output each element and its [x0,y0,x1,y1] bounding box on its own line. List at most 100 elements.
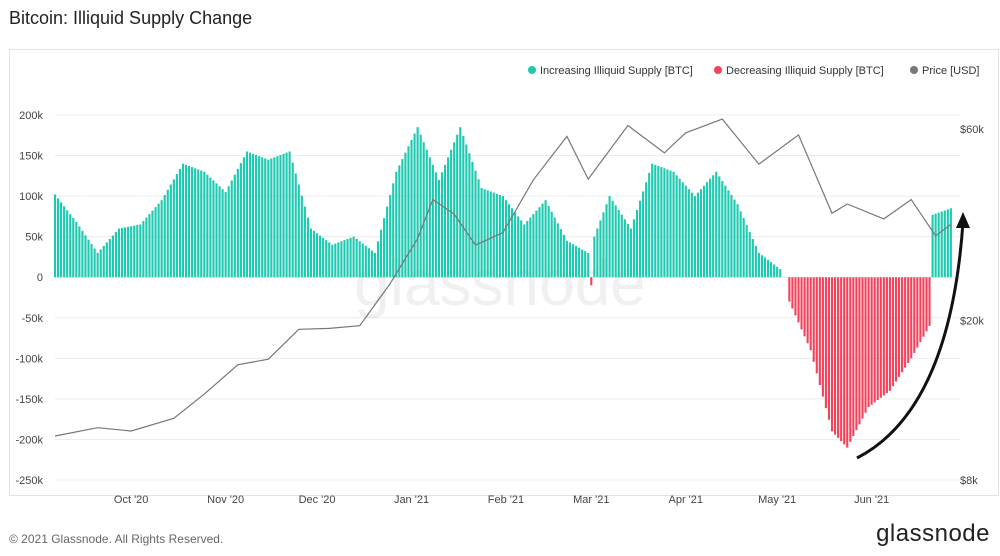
increase-bar [212,180,215,278]
increase-bar [565,240,568,278]
increase-bar [687,189,690,278]
increase-bar [206,174,209,278]
increase-bar [145,217,148,278]
increase-bar [736,204,739,278]
increase-bar [949,208,952,278]
decrease-bar [873,277,876,403]
increase-bar [651,163,654,278]
increase-bar [480,188,483,278]
increase-bar [562,234,565,278]
increase-bar [422,142,425,278]
increase-bar [312,230,316,278]
x-tick-label: Nov '20 [207,494,244,506]
increase-bar [93,248,96,278]
increase-bar [699,189,703,278]
increase-bar [648,172,651,278]
increase-bar [306,217,309,278]
increase-bar [456,134,459,278]
y-left-tick-label: 100k [19,191,43,203]
increase-bar [386,206,389,278]
increase-bar [706,182,709,278]
decrease-bar [897,277,901,377]
increase-bar [416,127,419,278]
decrease-bar [882,277,885,396]
increase-bar [593,236,596,278]
increase-bar [730,194,733,278]
decrease-bar [901,277,904,373]
decrease-bar [904,277,907,368]
increase-bar [596,228,599,278]
increase-bar [574,245,578,278]
y-left-tick-label: 0 [37,272,43,284]
increase-bar [90,244,93,278]
increase-bar [748,232,751,278]
increase-bar [401,159,404,278]
increase-bar [584,251,587,278]
decrease-bar [894,277,898,382]
increase-bar [81,230,84,278]
increase-bar [72,218,75,278]
increase-bar [946,209,949,278]
increase-bar [352,236,355,278]
increase-bar [322,237,325,278]
increase-bar [75,222,78,278]
increase-bar [78,226,81,278]
increase-bar [111,235,114,278]
increase-bar [581,249,584,278]
increase-bar [245,151,249,278]
increase-bar [264,158,267,278]
increase-bar [349,237,352,278]
increase-bar [626,223,629,278]
y-left-tick-label: 150k [19,151,43,163]
y-left-tick-label: -100k [15,353,43,365]
increase-bar [361,243,364,278]
increase-bar [343,240,346,278]
legend-label: Price [USD] [922,65,979,77]
increase-bar [60,202,63,278]
increase-bar [184,164,188,278]
increase-bar [203,171,206,278]
chart-frame [9,49,999,496]
decrease-bar [803,277,806,337]
increase-bar [124,227,127,278]
increase-bar [291,162,294,278]
increase-bar [504,200,508,278]
increase-bar [559,229,562,278]
increase-bar [739,211,742,278]
increase-bar [355,238,358,278]
increase-bar [541,203,544,278]
increase-bar [599,220,602,278]
decrease-bar [806,277,809,344]
increase-bar [440,172,444,278]
increase-bar [340,241,343,278]
increase-bar [715,171,718,278]
increase-bar [148,214,151,278]
decrease-bar [864,277,867,413]
increase-bar [934,213,937,278]
increase-bar [197,169,200,278]
decrease-bar [837,277,840,438]
increase-bar [261,157,264,278]
copyright-footer: © 2021 Glassnode. All Rights Reserved. [9,532,224,546]
increase-bar [571,244,575,278]
increase-bar [248,152,252,278]
increase-bar [724,185,727,278]
increase-bar [757,252,760,278]
increase-bar [477,179,480,278]
increase-bar [605,204,608,278]
increase-bar [450,149,453,278]
increase-bar [623,219,626,278]
increase-bar [681,182,684,278]
y-left-tick-label: -250k [15,475,43,487]
increase-bar [178,168,181,278]
increase-bar [654,164,657,278]
decrease-bar [849,277,852,442]
annotation-arrow [856,221,965,460]
increase-bar [547,205,550,278]
increase-bar [523,224,526,278]
increase-bar [937,212,940,278]
increase-bar [285,152,288,278]
increase-bar [66,210,69,278]
increase-bar [751,238,754,278]
decrease-bar [855,277,858,431]
